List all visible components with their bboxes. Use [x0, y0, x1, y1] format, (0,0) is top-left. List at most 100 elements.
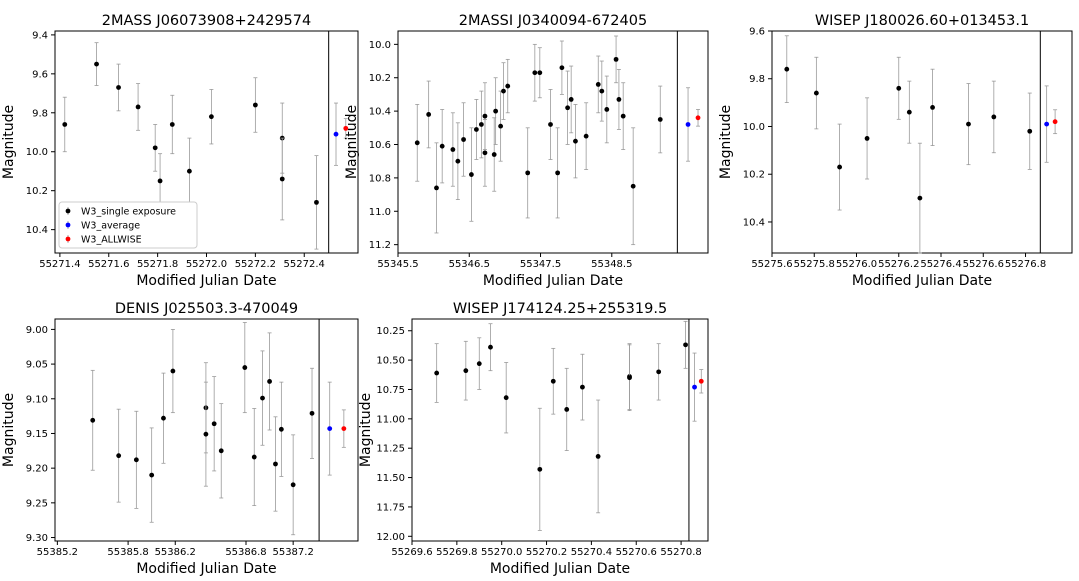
- x-tick-label: 55385.8: [107, 547, 148, 558]
- series-w3-average: [692, 352, 697, 422]
- x-tick-label: 55270.2: [526, 547, 567, 558]
- x-tick-label: 55276.2: [878, 259, 919, 270]
- x-axis-label: Modified Julian Date: [852, 273, 992, 289]
- y-tick-label: 11.50: [376, 473, 405, 484]
- y-tick-label: 9.8: [32, 108, 48, 119]
- data-point: [434, 370, 440, 376]
- chart-title: WISEP J174124.25+255319.5: [453, 301, 667, 317]
- plot-frame: [771, 30, 1073, 254]
- data-point: [152, 145, 158, 151]
- y-tick-label: 11.0: [369, 207, 391, 218]
- data-point: [616, 97, 622, 102]
- data-point: [595, 454, 601, 459]
- x-axis-label: Modified Julian Date: [483, 273, 623, 289]
- data-point: [493, 108, 499, 114]
- x-tick-label: 55270.8: [660, 547, 701, 558]
- series-w3-single-exposure: [434, 320, 688, 531]
- data-point: [242, 365, 248, 370]
- y-tick-label: 9.4: [32, 30, 48, 41]
- data-point: [267, 379, 272, 384]
- y-tick-label: 9.25: [26, 498, 48, 509]
- y-tick-label: 12.00: [376, 532, 405, 543]
- x-tick-label: 55271.6: [88, 259, 129, 270]
- data-point: [211, 421, 217, 427]
- data-point: [580, 384, 585, 390]
- y-tick-label: 10.4: [369, 107, 391, 118]
- data-point: [482, 113, 488, 119]
- series-w3-average: [327, 381, 333, 476]
- data-point: [170, 368, 176, 374]
- data-point: [476, 361, 482, 367]
- data-point: [251, 454, 257, 460]
- chart-panel-2: 2MASSI J0340094-672405 55345.5 55346.5 5534…: [344, 13, 709, 289]
- series-w3-single-exposure: [90, 322, 315, 536]
- data-point: [503, 395, 509, 401]
- y-tick-label: 9.8: [749, 74, 765, 85]
- data-point: [482, 150, 488, 156]
- data-point: [565, 105, 571, 111]
- y-tick-label: 11.00: [376, 414, 405, 425]
- legend-marker: [65, 236, 71, 242]
- y-tick-label: 9.15: [26, 429, 48, 440]
- data-point: [498, 123, 504, 129]
- x-tick-label: 55275.8: [794, 259, 835, 270]
- legend: W3_single exposure W3_average W3_ALLWISE: [58, 201, 198, 249]
- data-point: [278, 426, 284, 432]
- data-point: [573, 138, 578, 144]
- x-tick-label: 55276.4: [920, 259, 961, 270]
- data-point: [186, 168, 192, 174]
- plot-frame: [411, 318, 709, 542]
- x-tick-label: 55271.4: [39, 259, 80, 270]
- series-w3-allwise: [698, 369, 704, 394]
- data-point: [116, 85, 121, 90]
- data-point: [630, 183, 636, 189]
- data-point: [698, 378, 704, 384]
- data-point: [930, 104, 935, 110]
- y-tick-label: 9.20: [26, 464, 48, 475]
- data-point: [564, 407, 570, 412]
- y-axis-label: Magnitude: [358, 393, 374, 467]
- data-point: [439, 143, 445, 149]
- data-point: [656, 369, 662, 375]
- x-tick-label: 55272.2: [235, 259, 276, 270]
- x-axis-label: Modified Julian Date: [136, 561, 276, 577]
- data-point: [478, 122, 484, 127]
- data-point: [657, 117, 663, 122]
- data-point: [548, 122, 553, 127]
- data-point: [627, 375, 632, 381]
- chart-panel-4: DENIS J025503.3-470049 55385.2 55385.8 5538…: [1, 301, 359, 577]
- y-axis-label: Magnitude: [1, 105, 17, 179]
- y-tick-label: 9.00: [26, 325, 48, 336]
- x-tick-label: 55386.8: [225, 547, 266, 558]
- data-point: [488, 344, 493, 350]
- y-tick-label: 10.2: [26, 186, 48, 197]
- chart-title: DENIS J025503.3-470049: [115, 301, 298, 317]
- y-tick-label: 11.2: [369, 240, 391, 251]
- chart-title: 2MASS J06073908+2429574: [102, 13, 311, 29]
- data-point: [501, 88, 506, 94]
- x-tick-label: 55387.2: [272, 547, 313, 558]
- data-point: [426, 112, 432, 117]
- data-point: [613, 56, 619, 62]
- y-tick-label: 10.25: [376, 326, 405, 337]
- data-point: [469, 172, 474, 177]
- data-point: [333, 131, 339, 137]
- data-point: [260, 395, 265, 401]
- data-point: [461, 137, 466, 142]
- data-point: [505, 83, 511, 89]
- x-tick-label: 55270.6: [616, 547, 657, 558]
- data-point: [1027, 128, 1033, 134]
- x-tick-label: 55269.6: [391, 547, 432, 558]
- series-w3-allwise: [695, 109, 701, 127]
- legend-box: [58, 201, 198, 249]
- chart-panel-5: WISEP J174124.25+255319.5 55269.6 55269.8 5…: [358, 301, 709, 577]
- data-point: [414, 140, 420, 146]
- x-tick-label: 55345.5: [377, 259, 418, 270]
- y-tick-label: 10.2: [369, 73, 391, 84]
- data-point: [327, 426, 333, 432]
- y-tick-label: 10.0: [369, 40, 391, 51]
- data-point: [864, 136, 870, 141]
- data-point: [1044, 121, 1050, 127]
